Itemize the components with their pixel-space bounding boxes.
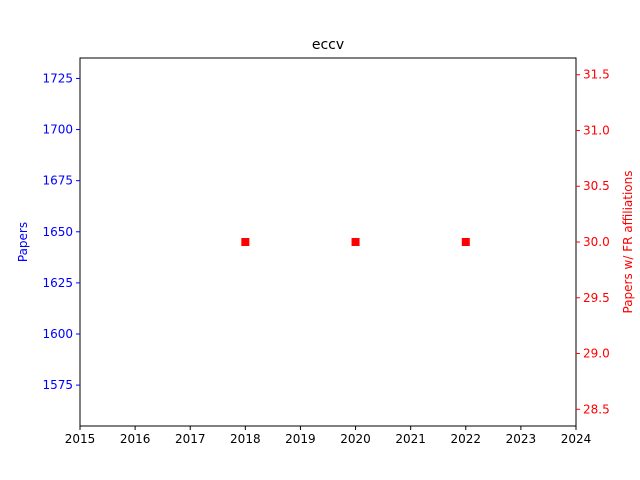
x-axis: 2015 2016 2017 2018 2019 2020 2021 2022 2023 2024 <box>65 426 592 446</box>
y-axis-right-label: Papers w/ FR affiliations <box>621 171 635 314</box>
y-right-tick-label: 31.0 <box>583 123 610 137</box>
y-left-tick-label: 1600 <box>42 327 73 341</box>
data-point-marker <box>461 238 470 246</box>
data-point-marker <box>241 238 250 246</box>
y-left-tick-label: 1575 <box>42 378 73 392</box>
y-right-tick-label: 30.5 <box>583 179 610 193</box>
y-axis-left: 1575 1600 1625 1650 1675 1700 1725 <box>42 71 80 392</box>
x-tick-label: 2017 <box>175 432 206 446</box>
y-right-tick-label: 31.5 <box>583 68 610 82</box>
x-tick-label: 2021 <box>395 432 426 446</box>
y-left-tick-label: 1700 <box>42 123 73 137</box>
y-left-tick-label: 1675 <box>42 174 73 188</box>
y-right-tick-label: 29.0 <box>583 347 610 361</box>
x-tick-label: 2018 <box>230 432 261 446</box>
plot-frame <box>79 57 577 427</box>
y-left-tick-label: 1650 <box>42 225 73 239</box>
y-axis-right: 28.5 29.0 29.5 30.0 30.5 31.0 31.5 <box>576 68 610 416</box>
y-right-tick-label: 28.5 <box>583 402 610 416</box>
y-axis-left-label: Papers <box>16 222 30 262</box>
chart-title: eccv <box>312 37 344 53</box>
y-left-tick-label: 1625 <box>42 276 73 290</box>
x-tick-label: 2019 <box>285 432 316 446</box>
data-point-marker <box>351 238 360 246</box>
y-right-tick-label: 30.0 <box>583 235 610 249</box>
x-tick-label: 2024 <box>561 432 592 446</box>
x-tick-label: 2022 <box>451 432 482 446</box>
x-tick-label: 2023 <box>506 432 537 446</box>
y-left-tick-label: 1725 <box>42 71 73 85</box>
x-tick-label: 2020 <box>340 432 371 446</box>
x-tick-label: 2016 <box>120 432 151 446</box>
data-points <box>241 238 470 246</box>
x-tick-label: 2015 <box>65 432 96 446</box>
y-right-tick-label: 29.5 <box>583 291 610 305</box>
